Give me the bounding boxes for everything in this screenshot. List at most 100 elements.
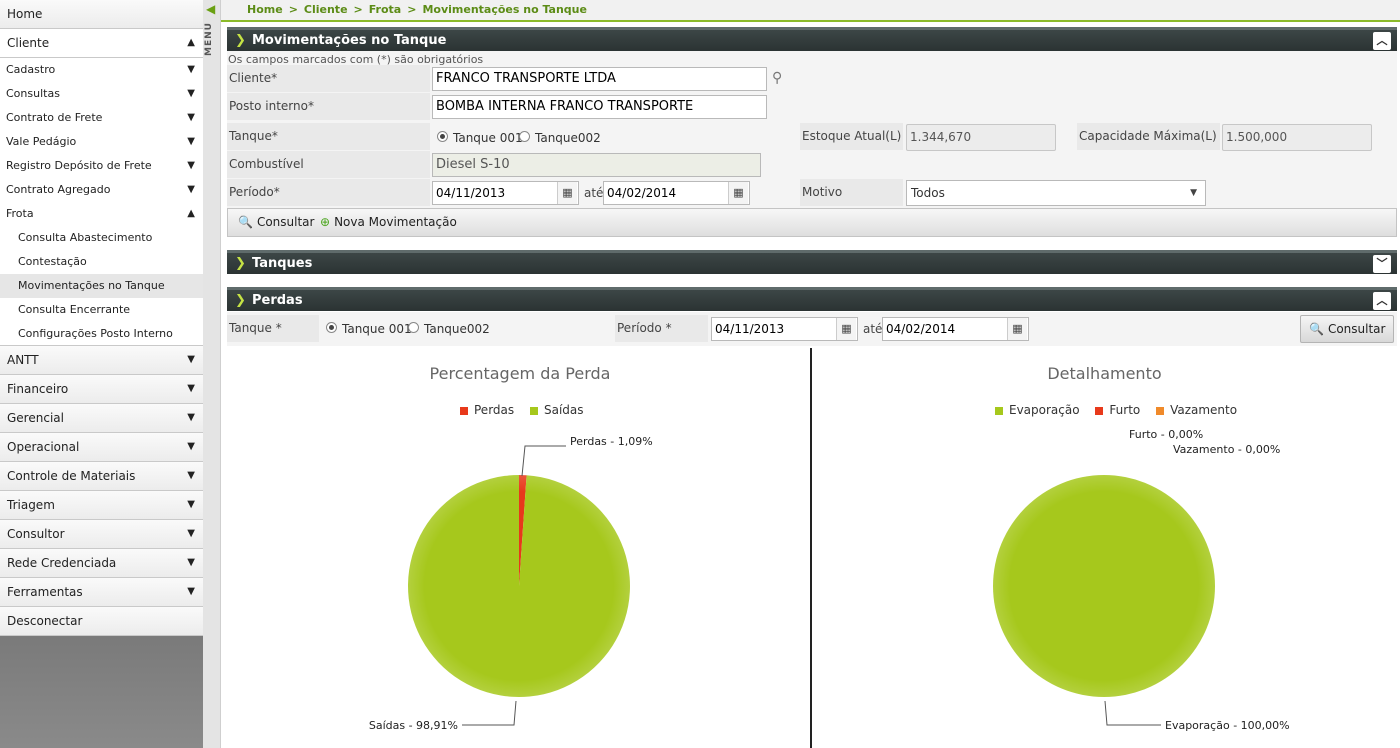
panel-movimentacoes-header[interactable]: ❯ Movimentações no Tanque ︿ xyxy=(227,27,1397,51)
breadcrumb-home[interactable]: Home xyxy=(247,3,283,16)
tanque-001-radio[interactable] xyxy=(437,131,448,142)
pie-slice-perdas[interactable] xyxy=(519,475,527,586)
tanque-label: Tanque* xyxy=(227,123,430,150)
sidebar-item-label: Frota xyxy=(6,207,34,220)
perdas-consultar-button[interactable]: 🔍 Consultar xyxy=(1300,315,1394,343)
chevron-down-icon: ▼ xyxy=(187,112,195,123)
combustivel-label: Combustível xyxy=(227,151,430,178)
sidebar-item-gerencial[interactable]: Gerencial ▼ xyxy=(0,404,203,433)
perdas-tanque-002-radio[interactable] xyxy=(408,322,419,333)
collapse-icon[interactable]: ︿ xyxy=(1373,32,1391,50)
data-label-connector xyxy=(1104,700,1161,726)
sidebar-item-triagem[interactable]: Triagem ▼ xyxy=(0,491,203,520)
panel-tanques-header[interactable]: ❯ Tanques ﹀ xyxy=(227,250,1397,274)
chevron-down-icon: ▼ xyxy=(187,136,195,147)
sidebar-item-configuracoes-posto[interactable]: Configurações Posto Interno xyxy=(0,322,203,346)
search-icon: 🔍 xyxy=(238,215,253,229)
legend-label: Vazamento xyxy=(1170,403,1238,417)
collapse-icon[interactable]: ︿ xyxy=(1373,292,1391,310)
breadcrumb-cliente[interactable]: Cliente xyxy=(303,3,348,16)
calendar-icon[interactable]: ▦ xyxy=(1007,318,1027,340)
sidebar-item-rede-credenciada[interactable]: Rede Credenciada ▼ xyxy=(0,549,203,578)
sidebar-item-ferramentas[interactable]: Ferramentas ▼ xyxy=(0,578,203,607)
sidebar-item-frota[interactable]: Frota ▲ xyxy=(0,202,203,226)
breadcrumb-frota[interactable]: Frota xyxy=(368,3,402,16)
sidebar-item-contestacao[interactable]: Contestação xyxy=(0,250,203,274)
chevron-down-icon: ▼ xyxy=(187,88,195,99)
sidebar-item-controle-materiais[interactable]: Controle de Materiais ▼ xyxy=(0,462,203,491)
consultar-button[interactable]: 🔍 Consultar xyxy=(238,215,314,229)
sidebar-item-label: Contrato Agregado xyxy=(6,183,111,196)
legend-swatch xyxy=(1156,406,1165,415)
sidebar-item-movimentacoes-tanque[interactable]: Movimentações no Tanque xyxy=(0,274,203,298)
sidebar-item-operacional[interactable]: Operacional ▼ xyxy=(0,433,203,462)
nova-movimentacao-button[interactable]: ⊕ Nova Movimentação xyxy=(320,215,457,229)
chevron-down-icon: ▼ xyxy=(187,557,195,568)
sidebar-item-antt[interactable]: ANTT ▼ xyxy=(0,346,203,375)
chevron-down-icon: ▼ xyxy=(187,160,195,171)
chevron-right-icon: ❯ xyxy=(235,33,246,48)
sidebar-menu: Home Cliente ▲ Cadastro ▼ Consultas ▼ Contr… xyxy=(0,0,203,636)
sidebar-item-contrato-agregado[interactable]: Contrato Agregado ▼ xyxy=(0,178,203,202)
sidebar-item-desconectar[interactable]: Desconectar xyxy=(0,607,203,636)
calendar-icon[interactable]: ▦ xyxy=(557,182,577,204)
ate-label: até xyxy=(584,186,604,200)
sidebar-item-label: Operacional xyxy=(7,440,80,454)
chevron-down-icon: ▼ xyxy=(187,470,195,481)
periodo-from-field[interactable]: 04/11/2013 xyxy=(432,181,579,205)
arrow-left-icon[interactable]: ◀ xyxy=(206,2,216,16)
chevron-down-icon: ▼ xyxy=(187,528,195,539)
perdas-ate-label: até xyxy=(863,322,883,336)
estoque-label: Estoque Atual(L) xyxy=(800,123,903,150)
sidebar-item-registro-deposito[interactable]: Registro Depósito de Frete ▼ xyxy=(0,154,203,178)
search-icon[interactable]: ⚲ xyxy=(772,70,783,86)
menu-strip[interactable]: ◀ MENU xyxy=(203,0,221,748)
panel-title: Movimentações no Tanque xyxy=(252,33,447,48)
sidebar-item-consultor[interactable]: Consultor ▼ xyxy=(0,520,203,549)
periodo-label: Período* xyxy=(227,179,430,206)
legend-item[interactable]: Furto xyxy=(1095,403,1140,417)
sidebar-item-label: Controle de Materiais xyxy=(7,469,136,483)
perdas-tanque-002-label: Tanque002 xyxy=(424,322,490,336)
pie-slice-evaporação[interactable] xyxy=(993,475,1215,697)
panel-title: Tanques xyxy=(252,256,313,271)
legend-item[interactable]: Saídas xyxy=(529,403,584,417)
perdas-periodo-label: Período * xyxy=(615,315,708,342)
legend-swatch xyxy=(995,406,1003,415)
sidebar-item-consultas[interactable]: Consultas ▼ xyxy=(0,82,203,106)
legend-label: Furto xyxy=(1109,403,1141,417)
legend-item[interactable]: Evaporação xyxy=(995,403,1080,417)
perdas-tanque-001-radio[interactable] xyxy=(326,322,337,333)
motivo-select[interactable]: Todos ▼ xyxy=(906,180,1206,206)
perdas-periodo-to-field[interactable]: 04/02/2014 xyxy=(882,317,1029,341)
legend-item[interactable]: Vazamento xyxy=(1156,403,1237,417)
posto-field[interactable]: BOMBA INTERNA FRANCO TRANSPORTE xyxy=(432,95,767,119)
periodo-to-field[interactable]: 04/02/2014 xyxy=(603,181,750,205)
legend-item[interactable]: Perdas xyxy=(460,403,514,417)
calendar-icon[interactable]: ▦ xyxy=(728,182,748,204)
sidebar-item-label: Home xyxy=(7,7,43,21)
sidebar-item-cliente[interactable]: Cliente ▲ xyxy=(0,29,203,58)
data-label-connector xyxy=(521,445,566,477)
data-label: Perdas - 1,09% xyxy=(570,435,653,448)
perdas-consultar-label: Consultar xyxy=(1327,322,1386,336)
sidebar-item-vale-pedagio[interactable]: Vale Pedágio ▼ xyxy=(0,130,203,154)
sidebar-item-home[interactable]: Home xyxy=(0,0,203,29)
panel-perdas-header[interactable]: ❯ Perdas ︿ xyxy=(227,287,1397,311)
pie-slice-saídas[interactable] xyxy=(407,475,630,698)
cliente-field[interactable]: FRANCO TRANSPORTE LTDA xyxy=(432,67,767,91)
sidebar-item-financeiro[interactable]: Financeiro ▼ xyxy=(0,375,203,404)
sidebar-item-consulta-abastecimento[interactable]: Consulta Abastecimento xyxy=(0,226,203,250)
sidebar-item-consulta-encerrante[interactable]: Consulta Encerrante xyxy=(0,298,203,322)
calendar-icon[interactable]: ▦ xyxy=(836,318,856,340)
perdas-periodo-from-field[interactable]: 04/11/2013 xyxy=(711,317,858,341)
sidebar-item-cadastro[interactable]: Cadastro ▼ xyxy=(0,58,203,82)
sidebar-item-contrato-frete[interactable]: Contrato de Frete ▼ xyxy=(0,106,203,130)
expand-icon[interactable]: ﹀ xyxy=(1373,255,1391,273)
tanque-002-radio[interactable] xyxy=(519,131,530,142)
legend-label: Perdas xyxy=(474,403,515,417)
chevron-down-icon: ▼ xyxy=(187,499,195,510)
data-label: Evaporação - 100,00% xyxy=(1165,719,1290,732)
sidebar-item-label: Consultor xyxy=(7,527,65,541)
chart-legend: Evaporação Furto Vazamento xyxy=(995,403,1249,417)
